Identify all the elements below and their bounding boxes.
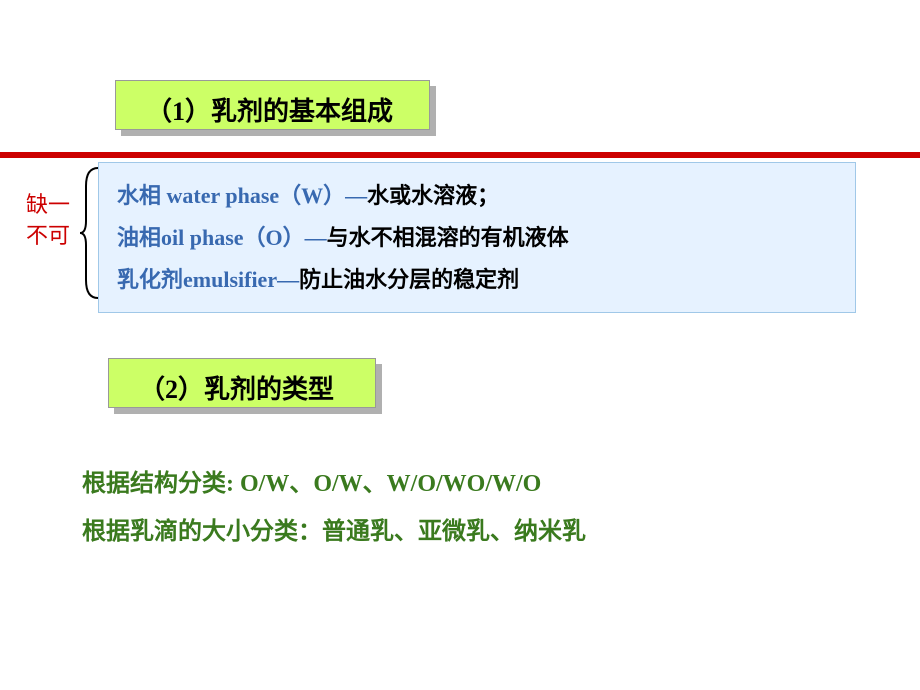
red-divider — [0, 152, 920, 158]
heading1-text: （1）乳剂的基本组成 — [146, 97, 393, 126]
brace-icon — [78, 166, 100, 300]
classification-box: 根据结构分类: O/W、O/W、W/O/WO/W/O 根据乳滴的大小分类：普通乳… — [82, 460, 586, 556]
definition-row: 乳化剂emulsifier—防止油水分层的稳定剂 — [117, 259, 837, 301]
side-label: 缺一 不可 — [26, 190, 70, 252]
heading2: （2）乳剂的类型 — [108, 358, 376, 408]
side-label-line2: 不可 — [26, 221, 70, 252]
definition-desc: 防止油水分层的稳定剂 — [299, 267, 519, 292]
definition-row: 油相oil phase（O）—与水不相混溶的有机液体 — [117, 217, 837, 259]
definitions-box: 水相 water phase（W）—水或水溶液； 油相oil phase（O）—… — [98, 162, 856, 313]
definition-desc: 与水不相混溶的有机液体 — [327, 225, 569, 250]
classification-line: 根据结构分类: O/W、O/W、W/O/WO/W/O — [82, 460, 586, 508]
classification-line: 根据乳滴的大小分类：普通乳、亚微乳、纳米乳 — [82, 508, 586, 556]
definition-desc: 水或水溶液； — [367, 183, 499, 208]
definition-row: 水相 water phase（W）—水或水溶液； — [117, 175, 837, 217]
side-label-line1: 缺一 — [26, 190, 70, 221]
definition-term: 水相 water phase（W）— — [117, 183, 367, 208]
heading2-text: （2）乳剂的类型 — [139, 375, 334, 404]
definition-term: 油相oil phase（O）— — [117, 225, 327, 250]
heading1: （1）乳剂的基本组成 — [115, 80, 430, 130]
definition-term: 乳化剂emulsifier— — [117, 267, 299, 292]
